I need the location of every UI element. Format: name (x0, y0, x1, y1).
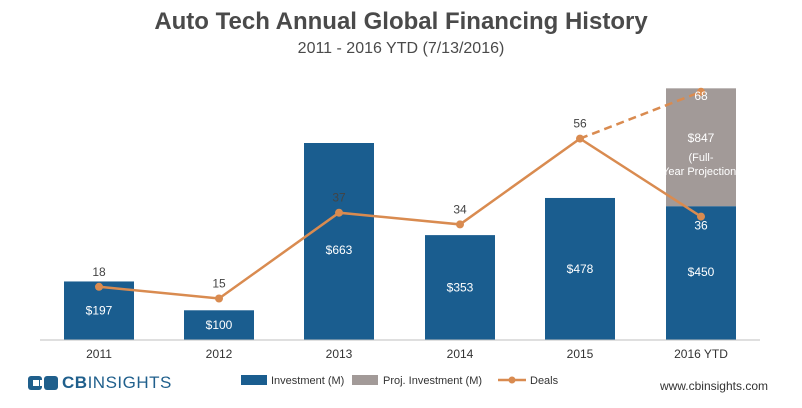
deals-point (95, 282, 103, 291)
deals-value-label: 18 (92, 265, 106, 279)
deals-projection-line (579, 90, 702, 140)
chart-subtitle: 2011 - 2016 YTD (7/13/2016) (297, 40, 505, 57)
deals-point (576, 134, 584, 143)
investment-value-label: $663 (326, 243, 353, 257)
deals-point (456, 220, 464, 229)
investment-bar (666, 206, 736, 340)
investment-bar (184, 310, 254, 340)
projection-note-line1: (Full- (688, 152, 713, 164)
legend-investment-swatch (241, 375, 267, 385)
investment-bar (304, 143, 374, 340)
cb-insights-logo: CBINSIGHTS (28, 373, 172, 393)
deals-projection-point (697, 87, 705, 96)
deals-line (98, 137, 702, 300)
website-url: www.cbinsights.com (659, 379, 768, 393)
legend-deals-label: Deals (530, 375, 559, 387)
x-tick-label: 2015 (567, 347, 594, 361)
investment-bar (64, 281, 134, 340)
deals-value-label: 34 (453, 202, 467, 216)
deals-value-label: 56 (573, 117, 587, 131)
investment-value-label: $353 (447, 281, 474, 295)
investment-value-label: $450 (688, 265, 715, 279)
chart-title: Auto Tech Annual Global Financing Histor… (154, 8, 648, 35)
x-tick-label: 2011 (86, 347, 112, 361)
legend-projected-label: Proj. Investment (M) (383, 375, 482, 387)
projected-bar (666, 88, 736, 207)
projected-value-label: $847 (688, 131, 715, 145)
investment-bar (545, 197, 615, 340)
logo-text-light: INSIGHTS (87, 373, 172, 392)
projection-note-line2: Year Projection) (662, 166, 740, 178)
logo-text-bold: CB (62, 373, 88, 392)
deals-point (697, 212, 705, 221)
deals-projection-label: 68 (694, 89, 708, 103)
deals-value-label: 15 (212, 277, 226, 291)
deals-point (335, 208, 343, 217)
legend-projected-swatch (352, 375, 378, 385)
investment-bar (425, 235, 495, 340)
deals-value-label: 37 (332, 191, 346, 205)
x-tick-label: 2014 (447, 347, 474, 361)
deals-value-label: 36 (694, 219, 708, 233)
logo-text: CBINSIGHTS (62, 373, 172, 393)
x-tick-label: 2013 (326, 347, 353, 361)
investment-value-label: $100 (206, 318, 233, 332)
cb-insights-logo-icon (28, 376, 58, 390)
investment-value-label: $478 (567, 262, 594, 276)
deals-point (215, 294, 223, 303)
investment-value-label: $197 (86, 304, 113, 318)
x-tick-label: 2012 (206, 347, 233, 361)
legend-investment-label: Investment (M) (271, 375, 344, 387)
legend-deals-marker (508, 376, 516, 384)
x-tick-label: 2016 YTD (674, 347, 728, 361)
